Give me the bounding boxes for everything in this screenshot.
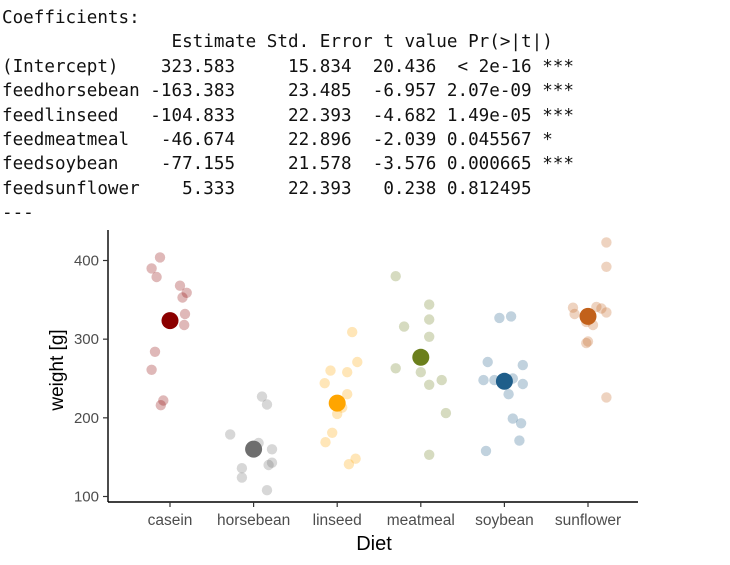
mean-point-linseed <box>328 394 346 412</box>
data-point-sunflower <box>596 303 607 314</box>
data-point-soybean <box>514 435 525 446</box>
x-tick-label-horsebean: horsebean <box>217 512 290 529</box>
coefficient-row-feedmeatmeal: feedmeatmeal -46.674 22.896 -2.039 0.045… <box>2 129 553 150</box>
data-point-linseed <box>332 408 343 420</box>
data-point-horsebean <box>236 463 248 474</box>
data-point-sunflower <box>582 336 594 347</box>
data-point-soybean <box>503 389 514 400</box>
data-point-horsebean <box>225 429 236 440</box>
data-point-casein <box>174 280 186 291</box>
data-point-meatmeal <box>424 379 435 390</box>
data-point-casein <box>151 271 162 283</box>
y-tick-label: 400 <box>74 253 99 270</box>
data-point-casein <box>155 400 166 411</box>
data-point-sunflower <box>581 337 592 349</box>
data-point-meatmeal <box>424 449 435 460</box>
y-axis-title: weight [g] <box>47 329 68 411</box>
data-point-sunflower <box>601 237 612 248</box>
means-layer <box>161 307 597 458</box>
data-point-meatmeal <box>424 314 435 325</box>
data-point-meatmeal <box>398 321 410 332</box>
points-layer <box>146 237 612 496</box>
regression-coefficients-output: Coefficients: Estimate Std. Error t valu… <box>2 6 574 226</box>
data-point-soybean <box>478 374 489 386</box>
data-point-linseed <box>319 378 330 389</box>
data-point-sunflower <box>591 301 602 313</box>
x-tick-label-sunflower: sunflower <box>555 512 621 529</box>
data-point-horsebean <box>263 459 274 471</box>
x-tick-label-linseed: linseed <box>313 512 362 529</box>
data-point-soybean <box>517 359 528 371</box>
x-axis-title: Diet <box>356 533 392 555</box>
y-tick-label: 200 <box>74 410 99 427</box>
x-tick-label-meatmeal: meatmeal <box>387 512 455 529</box>
data-point-horsebean <box>266 444 278 455</box>
data-point-casein <box>146 364 157 375</box>
y-ticks: 100 200 300 400 <box>74 253 108 506</box>
data-point-meatmeal <box>440 407 452 419</box>
data-point-casein <box>154 252 166 263</box>
data-point-linseed <box>342 389 353 400</box>
data-point-casein <box>158 395 169 406</box>
data-point-linseed <box>343 459 355 470</box>
data-point-horsebean <box>261 399 273 410</box>
data-point-soybean <box>494 312 505 324</box>
mean-point-sunflower <box>579 307 597 325</box>
coefficients-header-line: Estimate Std. Error t value Pr(>|t|) <box>2 32 553 53</box>
coefficient-row-feedlinseed: feedlinseed -104.833 22.393 -4.682 1.49e… <box>2 105 574 126</box>
data-point-casein <box>146 263 157 274</box>
significance-footer: --- <box>2 203 34 224</box>
data-point-linseed <box>342 367 353 378</box>
y-tick-label: 100 <box>74 489 99 506</box>
data-point-linseed <box>325 365 336 376</box>
data-point-horsebean <box>236 472 248 483</box>
data-point-sunflower <box>567 302 579 313</box>
data-point-casein <box>179 319 190 331</box>
data-point-soybean <box>482 356 493 368</box>
mean-point-meatmeal <box>412 348 430 366</box>
x-ticks: casein horsebean linseed meatmeal soybean sun… <box>148 502 621 529</box>
data-point-casein <box>177 292 188 303</box>
data-point-sunflower <box>601 307 612 318</box>
coefficient-row-feedsunflower: feedsunflower 5.333 22.393 0.238 0.81249… <box>2 178 532 199</box>
data-point-horsebean <box>256 391 268 402</box>
data-point-soybean <box>515 418 527 429</box>
data-point-soybean <box>517 378 528 390</box>
x-tick-label-casein: casein <box>148 512 193 529</box>
data-point-linseed <box>352 356 363 368</box>
data-point-meatmeal <box>424 331 435 342</box>
coefficient-row-intercept: (Intercept) 323.583 15.834 20.436 < 2e-1… <box>2 56 574 77</box>
data-point-meatmeal <box>390 363 401 374</box>
data-point-linseed <box>320 437 331 448</box>
data-point-soybean <box>505 311 517 322</box>
data-point-meatmeal <box>390 271 401 282</box>
mean-point-casein <box>161 312 179 330</box>
coefficient-row-feedsoybean: feedsoybean -77.155 21.578 -3.576 0.0006… <box>2 154 574 175</box>
coefficients-heading: Coefficients: <box>2 8 140 28</box>
data-point-meatmeal <box>424 299 435 310</box>
data-point-soybean <box>507 413 518 424</box>
data-point-horsebean <box>261 485 273 496</box>
data-point-soybean <box>480 445 492 457</box>
data-point-casein <box>149 346 161 357</box>
mean-point-horsebean <box>245 440 263 458</box>
data-point-linseed <box>347 326 358 338</box>
data-point-sunflower <box>601 261 612 272</box>
data-point-sunflower <box>569 308 580 320</box>
mean-point-soybean <box>495 372 513 390</box>
data-point-meatmeal <box>415 367 426 378</box>
data-point-linseed <box>327 427 338 438</box>
data-point-horsebean <box>266 457 278 468</box>
diet-weight-scatter-plot: 100 200 300 400 casein horsebean linseed meatm… <box>47 230 638 555</box>
data-point-casein <box>181 287 192 298</box>
x-tick-label-soybean: soybean <box>475 512 534 529</box>
data-point-sunflower <box>601 392 612 403</box>
y-tick-label: 300 <box>74 331 99 348</box>
data-point-meatmeal <box>436 374 447 386</box>
data-point-linseed <box>350 453 361 464</box>
coefficient-row-feedhorsebean: feedhorsebean -163.383 23.485 -6.957 2.0… <box>2 81 574 102</box>
data-point-casein <box>179 308 191 320</box>
